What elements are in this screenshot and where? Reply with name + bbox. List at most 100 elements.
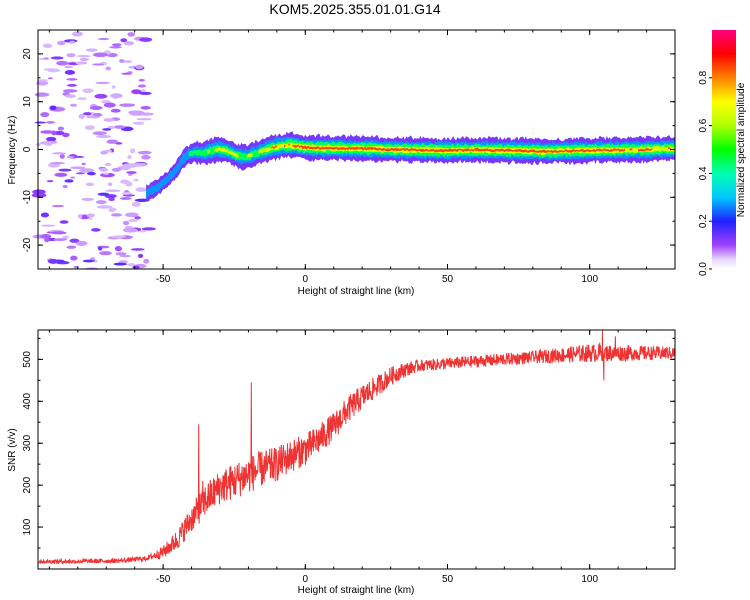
spectrogram-noise-blob [31,193,47,198]
snr-series-line [37,329,676,565]
spectrogram-noise-blob [91,228,101,232]
spectrogram-noise-blob [45,121,55,124]
spectrogram-noise-blob [70,255,78,261]
spectrogram-noise-blob [86,213,95,218]
spectrogram-noise-blob [128,219,138,223]
spectrogram-noise-blob [75,172,85,175]
snr-y-tick-label: 200 [22,476,33,493]
spectrogram-y-tick-label: 10 [22,96,33,108]
spectrogram-noise-blob [92,112,103,117]
spectrogram-noise-blob [51,152,67,155]
spectrogram-noise-blob [69,238,80,243]
spectrogram-noise-blob [111,85,116,89]
spectrogram-noise-blob [40,212,50,218]
spectrogram-noise-blob [122,220,130,226]
spectrogram-noise-blob [50,231,67,235]
spectrogram-noise-blob [128,173,133,176]
spectrogram-noise-blob [81,162,86,166]
spectrogram-noise-blob [66,53,76,58]
spectrogram-noise-blob [58,168,72,172]
snr-x-label: Height of straight line (km) [298,585,415,596]
spectrogram-x-tick-label: 0 [303,274,309,285]
snr-y-tick-label: 500 [22,351,33,368]
spectrogram-noise-blob [123,41,134,46]
spectrogram-noise-blob [126,171,137,174]
spectrogram-noise-blob [125,181,133,187]
spectrogram-noise-blob [132,265,140,269]
spectrogram-noise-blob [89,105,103,111]
spectrogram-ridge-band [292,144,626,154]
spectrogram-noise-blob [135,187,148,192]
spectrogram-noise-blob [137,253,144,258]
spectrogram-noise-blob [40,130,55,134]
figure-title: KOM5.2025.355.01.01.G14 [269,1,440,17]
spectrogram-noise-blob [122,194,136,197]
spectrogram-noise-blob [46,180,54,183]
spectrogram-noise-blob [111,235,126,238]
spectrogram-noise-blob [100,150,108,155]
spectrogram-noise-blob [82,88,94,93]
spectrogram-noise-blob [34,92,50,97]
spectrogram-ridge-band [638,148,653,152]
spectrogram-noise-blob [95,200,107,205]
spectrogram-noise-blob [92,63,105,66]
spectrogram-noise-blob [56,40,66,46]
spectrogram-noise-blob [104,162,112,167]
spectrogram-noise-blob [127,263,136,267]
spectrogram-noise-blob [112,43,122,47]
spectrogram-noise-blob [42,43,53,49]
spectrogram-noise-blob [113,262,127,266]
spectrogram-noise-blob [59,154,65,159]
spectrogram-noise-blob [138,230,147,233]
spectrogram-noise-blob [122,228,138,233]
spectrogram-ridge-band [214,147,239,158]
snr-y-ticks: 100 200 300 400 500 [22,337,675,549]
spectrogram-noise-blob [129,111,146,116]
spectrogram-ridge-band [284,145,286,148]
spectrogram-noise-blob [99,251,112,256]
spectrogram-noise-blob [62,132,70,138]
snr-x-ticks: -50 0 50 100 [48,330,676,585]
spectrogram-noise-blob [56,60,69,66]
spectrogram-noise-blob [85,182,95,187]
spectrogram-noise-blob [47,77,53,80]
spectrogram-noise-blob [132,121,145,125]
snr-frame [37,329,676,570]
spectrogram-noise-blob [141,89,146,92]
spectrogram-noise-blob [62,185,68,189]
spectrogram-noise-blob [106,139,119,144]
colorbar-tick-label: 0.4 [698,166,709,180]
spectrogram-y-tick-label: -10 [22,190,33,205]
spectrogram-noise-blob [143,258,150,264]
spectrogram-noise-blob [130,148,136,154]
spectrogram-noise-blob [130,248,145,251]
spectrogram-noise-blob [119,103,136,107]
spectrogram-noise-blob [110,93,123,99]
spectrogram-noise-blob [107,125,115,130]
spectrogram-noise-blob [86,171,96,176]
spectrogram-noise-blob [96,134,112,139]
spectrogram-ridge-band [207,149,210,154]
spectrogram-noise-blob [134,216,141,220]
spectrogram-noise-blob [103,102,116,108]
snr-y-label: SNR (v/v) [7,428,18,471]
spectrogram-noise-blob [40,234,52,239]
spectrogram-y-label: Frequency (Hz) [7,116,18,185]
spectrogram-noise-blob [97,37,110,41]
spectrogram-noise-blob [75,61,86,65]
spectrogram-noise-blob [139,91,152,95]
spectrogram-noise-blob [131,201,141,207]
spectrogram-noise-blob [138,78,145,82]
spectrogram-x-label: Height of straight line (km) [298,286,415,297]
spectrogram-noise-blob [57,126,65,131]
spectrogram-noise-blob [141,154,151,160]
spectrogram-noise-blob [64,70,76,75]
spectrogram-noise-blob [121,72,133,75]
spectrogram-noise-blob [135,64,144,70]
spectrogram-noise-blob [95,81,111,85]
colorbar-tick-label: 0.6 [698,118,709,132]
spectrogram-noise-blob [141,227,156,231]
spectrogram-y-tick-label: 0 [22,146,33,152]
spectrogram-noise-blob [122,163,139,168]
